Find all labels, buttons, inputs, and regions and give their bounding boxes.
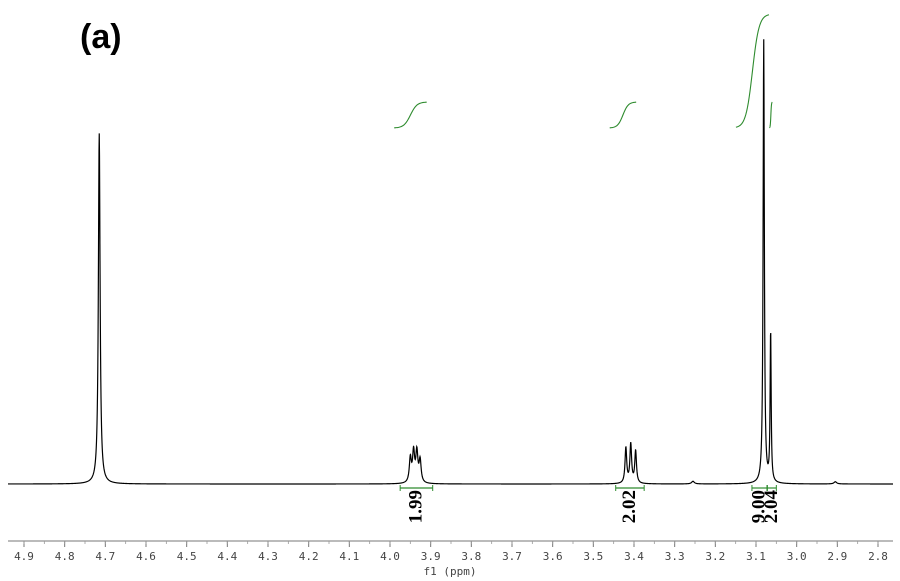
x-tick-label: 4.2 (299, 550, 319, 563)
x-tick-label: 4.8 (55, 550, 75, 563)
x-tick-label: 3.0 (787, 550, 807, 563)
integral-curve (609, 101, 637, 129)
integral-curve (394, 101, 427, 129)
integral-curve (735, 14, 770, 128)
integral-label: 2.04 (761, 490, 782, 524)
x-tick-label: 2.9 (827, 550, 847, 563)
x-tick-label: 3.9 (421, 550, 441, 563)
spectrum-line (8, 39, 893, 485)
x-tick-label: 4.9 (14, 550, 34, 563)
x-tick-label: 3.6 (543, 550, 563, 563)
x-axis-title: f1 (ppm) (424, 565, 477, 578)
x-tick-label: 4.1 (339, 550, 359, 563)
x-tick-label: 3.1 (746, 550, 766, 563)
x-tick-label: 3.3 (665, 550, 685, 563)
x-tick-label: 3.8 (461, 550, 481, 563)
panel-label: (a) (80, 18, 122, 56)
x-tick-label: 4.4 (217, 550, 237, 563)
x-tick-label: 4.7 (95, 550, 115, 563)
integral-curve (769, 101, 773, 129)
x-tick-label: 3.4 (624, 550, 644, 563)
integral-label: 9.00 (749, 490, 770, 523)
x-tick-label: 3.7 (502, 550, 522, 563)
x-tick-label: 4.0 (380, 550, 400, 563)
x-tick-label: 4.3 (258, 550, 278, 563)
x-tick-label: 4.6 (136, 550, 156, 563)
x-tick-label: 2.8 (868, 550, 888, 563)
integral-label: 2.02 (619, 490, 640, 523)
x-tick-label: 3.5 (583, 550, 603, 563)
x-tick-label: 4.5 (177, 550, 197, 563)
x-tick-label: 3.2 (705, 550, 725, 563)
integral-label: 1.99 (405, 490, 426, 523)
